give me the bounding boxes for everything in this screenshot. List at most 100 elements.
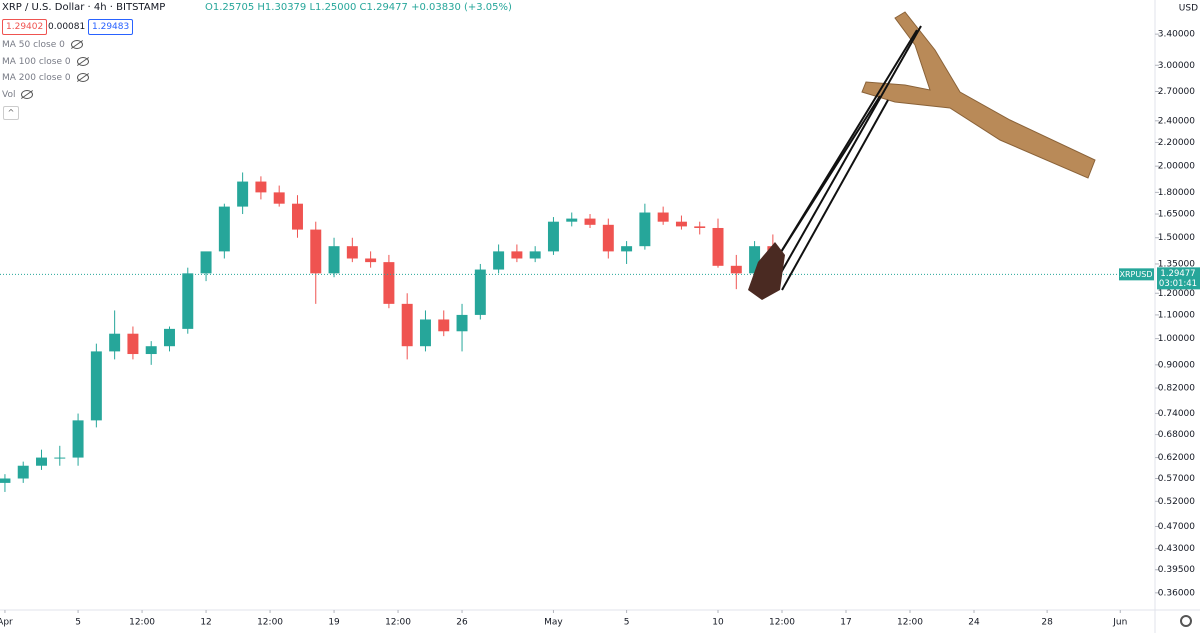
- candle-body: [438, 319, 450, 332]
- candle-body: [712, 227, 724, 266]
- candle-body: [54, 457, 66, 459]
- candle-body: [529, 251, 541, 259]
- y-tick-label: 1.10000: [1158, 310, 1195, 320]
- candle-body: [675, 221, 687, 227]
- x-tick-label: Jun: [1112, 618, 1127, 628]
- y-tick-label: 1.80000: [1158, 188, 1195, 198]
- candle-body: [419, 319, 431, 347]
- indicator[interactable]: MA 50 close 0: [2, 40, 83, 50]
- y-tick-label: 1.50000: [1158, 233, 1195, 243]
- indicator[interactable]: MA 200 close 0: [2, 73, 89, 83]
- x-tick-label: 12:00: [897, 618, 923, 628]
- y-tick-label: 0.39500: [1158, 565, 1195, 575]
- pouch: [748, 242, 785, 300]
- candle-body: [584, 218, 596, 225]
- candle-body: [602, 224, 614, 252]
- x-tick-label: May: [544, 618, 563, 628]
- candle-body: [72, 420, 84, 458]
- y-tick-label: 0.36000: [1158, 588, 1195, 598]
- y-tick-label: 0.62000: [1158, 453, 1195, 463]
- y-tick-label: 3.00000: [1158, 61, 1195, 71]
- ticker-box: [1119, 268, 1154, 281]
- countdown-label: 03:01:41: [1159, 279, 1197, 289]
- ticker-label: XRPUSD: [1120, 270, 1153, 279]
- eye-icon[interactable]: [21, 90, 34, 99]
- x-tick-label: 12:00: [129, 618, 155, 628]
- currency: USD: [1179, 4, 1198, 14]
- candle-body: [456, 314, 468, 332]
- indicator[interactable]: Vol: [2, 90, 34, 100]
- candle-body: [511, 251, 523, 259]
- y-tick-label: 0.47000: [1158, 522, 1195, 532]
- y-tick-label: 0.82000: [1158, 384, 1195, 394]
- x-tick-label: 12:00: [257, 618, 283, 628]
- candle-body: [694, 226, 706, 228]
- x-tick-label: 5: [624, 618, 630, 628]
- y-tick-label: 0.68000: [1158, 430, 1195, 440]
- candle-body: [547, 221, 559, 252]
- candle-body: [164, 328, 175, 347]
- x-tick-label: 28: [1041, 618, 1053, 628]
- candle-body: [237, 181, 249, 207]
- collapse-button[interactable]: ^: [3, 106, 19, 120]
- slingshot: [748, 11, 1096, 300]
- eye-icon[interactable]: [76, 57, 89, 66]
- y-tick-label: 2.40000: [1158, 116, 1195, 126]
- candle-body: [255, 181, 267, 193]
- x-tick-label: 12:00: [769, 618, 795, 628]
- candle-body: [749, 246, 761, 274]
- y-tick-label: 1.20000: [1158, 289, 1195, 299]
- candle-body: [218, 206, 230, 252]
- candle-body: [182, 273, 194, 329]
- candle-body: [730, 265, 742, 274]
- y-tick-label: 3.40000: [1158, 30, 1195, 40]
- y-tick-label: 0.74000: [1158, 409, 1195, 419]
- candle-body: [346, 246, 358, 259]
- indicator[interactable]: MA 100 close 0: [2, 57, 89, 67]
- eye-icon[interactable]: [70, 40, 83, 49]
- branch: [861, 11, 1096, 179]
- candle-body: [310, 229, 322, 274]
- x-tick-label: 12:00: [385, 618, 411, 628]
- ask[interactable]: 1.29483: [88, 19, 134, 35]
- y-tick-label: 0.90000: [1158, 360, 1195, 370]
- band: [781, 99, 889, 291]
- y-tick-label: 1.35000: [1158, 259, 1195, 269]
- candle-body: [474, 269, 486, 315]
- candle-body: [17, 465, 29, 479]
- x-tick-label: 10: [712, 618, 724, 628]
- indicator-label: MA 50 close 0: [2, 40, 65, 50]
- x-tick-label: Apr: [0, 618, 13, 628]
- x-tick-label: 17: [840, 618, 851, 628]
- candle-body: [109, 333, 121, 352]
- band: [777, 25, 922, 279]
- indicator-label: MA 200 close 0: [2, 73, 71, 83]
- ohlc: O1.25705 H1.30379 L1.25000 C1.29477 +0.0…: [205, 2, 512, 13]
- y-tick-label: 2.20000: [1158, 138, 1195, 148]
- y-tick-label: 0.52000: [1158, 497, 1195, 507]
- x-tick-label: 19: [328, 618, 340, 628]
- y-tick-label: 0.57000: [1158, 474, 1195, 484]
- y-tick-label: 0.43000: [1158, 544, 1195, 554]
- y-tick-label: 2.70000: [1158, 87, 1195, 97]
- x-tick-label: 26: [456, 618, 468, 628]
- candle-body: [566, 218, 578, 222]
- candle-body: [328, 246, 340, 274]
- candle-body: [291, 203, 303, 230]
- bid[interactable]: 1.29402: [2, 19, 48, 35]
- eye-icon[interactable]: [76, 73, 89, 82]
- candle-body: [621, 246, 633, 252]
- settings-icon[interactable]: [1180, 615, 1192, 627]
- price-label: 1.29477: [1160, 269, 1195, 279]
- candle-body: [365, 258, 377, 263]
- candle-body: [401, 303, 413, 347]
- candle-body: [200, 251, 212, 274]
- candle-body: [383, 262, 395, 304]
- candle-body: [657, 212, 669, 222]
- indicator-label: Vol: [2, 90, 16, 100]
- symbol: XRP / U.S. Dollar · 4h · BITSTAMP: [2, 2, 166, 13]
- spread: 0.00081: [48, 22, 86, 32]
- x-tick-label: 12: [200, 618, 211, 628]
